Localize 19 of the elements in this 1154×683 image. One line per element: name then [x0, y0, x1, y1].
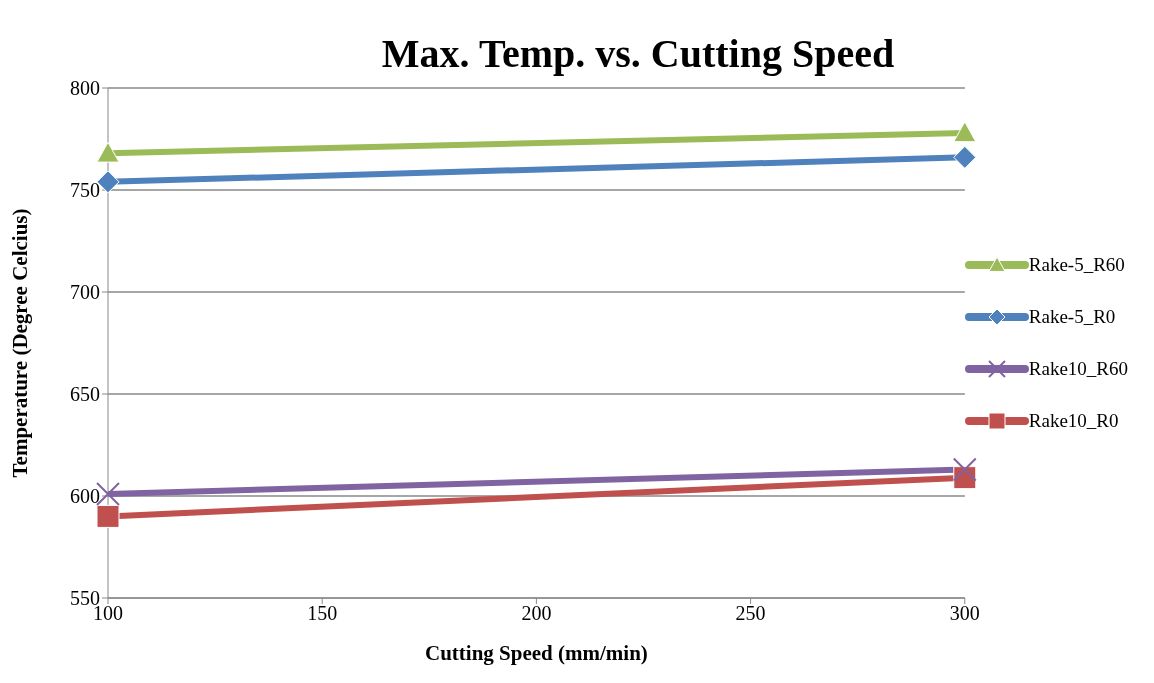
- chart-title: Max. Temp. vs. Cutting Speed: [380, 30, 896, 77]
- legend-label: Rake10_R0: [1028, 410, 1119, 432]
- x-tick-label: 150: [307, 602, 338, 625]
- x-tick-label: 250: [735, 602, 766, 625]
- y-tick-label: 800: [70, 77, 100, 100]
- point: [953, 145, 977, 169]
- legend-label: Rake-5_R0: [1028, 306, 1116, 328]
- legend-label: Rake-5_R60: [1028, 254, 1125, 276]
- x-axis-title: Cutting Speed (mm/min): [424, 641, 648, 665]
- x-tick-label: 300: [949, 602, 980, 625]
- y-tick-label: 650: [70, 383, 100, 406]
- legend-label: Rake10_R60: [1028, 358, 1128, 380]
- y-tick-label: 750: [70, 179, 100, 202]
- point: [96, 504, 120, 528]
- y-tick-label: 600: [70, 485, 100, 508]
- y-axis-title: Temperature (Degree Celcius): [8, 208, 33, 478]
- point: [952, 457, 977, 482]
- y-tick-label: 700: [70, 281, 100, 304]
- x-tick-label: 200: [521, 602, 552, 625]
